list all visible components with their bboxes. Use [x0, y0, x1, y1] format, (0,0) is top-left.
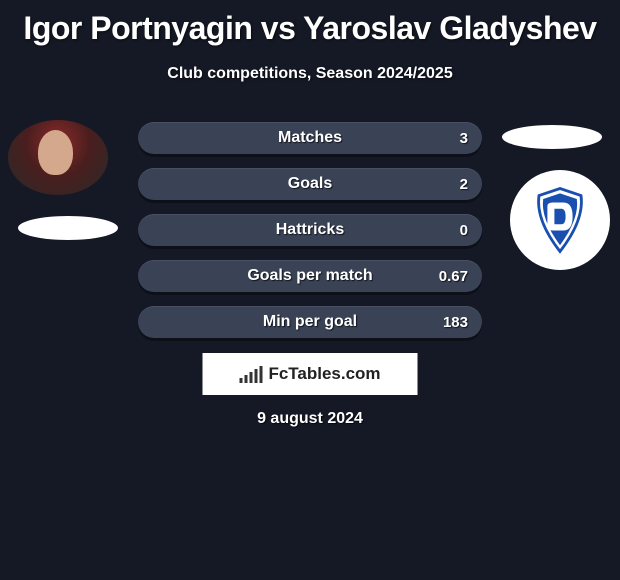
stat-label: Goals [138, 175, 482, 193]
stat-row-matches: Matches 3 [138, 122, 482, 154]
bars-icon [239, 365, 262, 383]
player-left-avatar [8, 120, 108, 195]
stat-label: Min per goal [138, 313, 482, 331]
stat-right-value: 0 [460, 222, 468, 239]
player-left-club-placeholder [18, 216, 118, 240]
dynamo-badge-icon [525, 185, 595, 255]
stat-row-min-per-goal: Min per goal 183 [138, 306, 482, 338]
branding-text: FcTables.com [268, 364, 380, 384]
date-label: 9 august 2024 [0, 410, 620, 428]
stat-label: Goals per match [138, 267, 482, 285]
player-right-club-badge [510, 170, 610, 270]
stat-row-hattricks: Hattricks 0 [138, 214, 482, 246]
player-right-avatar-placeholder [502, 125, 602, 149]
stat-right-value: 2 [460, 176, 468, 193]
stat-right-value: 3 [460, 130, 468, 147]
comparison-card: Igor Portnyagin vs Yaroslav Gladyshev Cl… [0, 0, 620, 580]
stat-label: Hattricks [138, 221, 482, 239]
stat-right-value: 183 [443, 314, 468, 331]
page-title: Igor Portnyagin vs Yaroslav Gladyshev [0, 0, 620, 47]
branding-box: FcTables.com [203, 353, 418, 395]
stats-table: Matches 3 Goals 2 Hattricks 0 Goals per … [138, 122, 482, 352]
stat-right-value: 0.67 [439, 268, 468, 285]
subtitle: Club competitions, Season 2024/2025 [0, 65, 620, 83]
stat-row-goals-per-match: Goals per match 0.67 [138, 260, 482, 292]
stat-label: Matches [138, 129, 482, 147]
stat-row-goals: Goals 2 [138, 168, 482, 200]
